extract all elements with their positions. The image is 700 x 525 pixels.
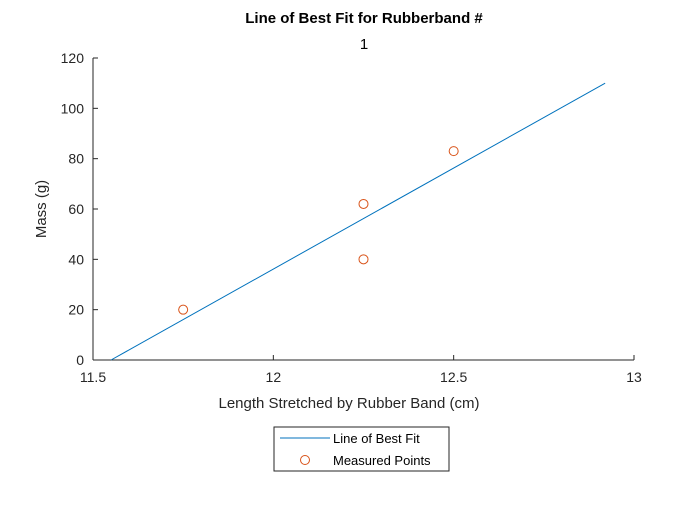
x-tick-label: 11.5 [80,369,106,385]
measured-point [448,146,459,157]
chart-subtitle: 1 [360,36,368,53]
x-tick-label: 12.5 [440,369,467,385]
chart-title: Line of Best Fit for Rubberband # [245,10,483,27]
y-ticks: 0 20 40 60 80 100 120 [61,50,98,368]
x-tick-label: 12 [266,369,282,385]
series-layer [110,82,606,361]
y-tick-label: 80 [68,151,84,167]
y-tick-label: 100 [61,100,85,116]
measured-point [358,198,369,209]
measured-point [178,304,189,315]
legend-entry-measured-points: Measured Points [333,453,431,468]
y-tick-label: 0 [76,352,84,368]
x-tick-label: 13 [626,369,642,385]
y-tick-label: 20 [68,302,84,318]
y-tick-label: 40 [68,251,84,267]
x-ticks: 11.5 12 12.5 13 [80,355,642,385]
y-tick-label: 120 [61,50,85,66]
legend-marker-swatch [300,455,310,465]
x-axis-label: Length Stretched by Rubber Band (cm) [219,395,480,412]
measured-point [358,254,369,265]
legend-entry-line-of-best-fit: Line of Best Fit [333,431,420,446]
legend-box [273,426,450,472]
legend: Line of Best Fit Measured Points [273,426,450,472]
y-tick-label: 60 [68,201,84,217]
y-axis-label: Mass (g) [33,180,50,238]
best-fit-line [110,82,606,361]
